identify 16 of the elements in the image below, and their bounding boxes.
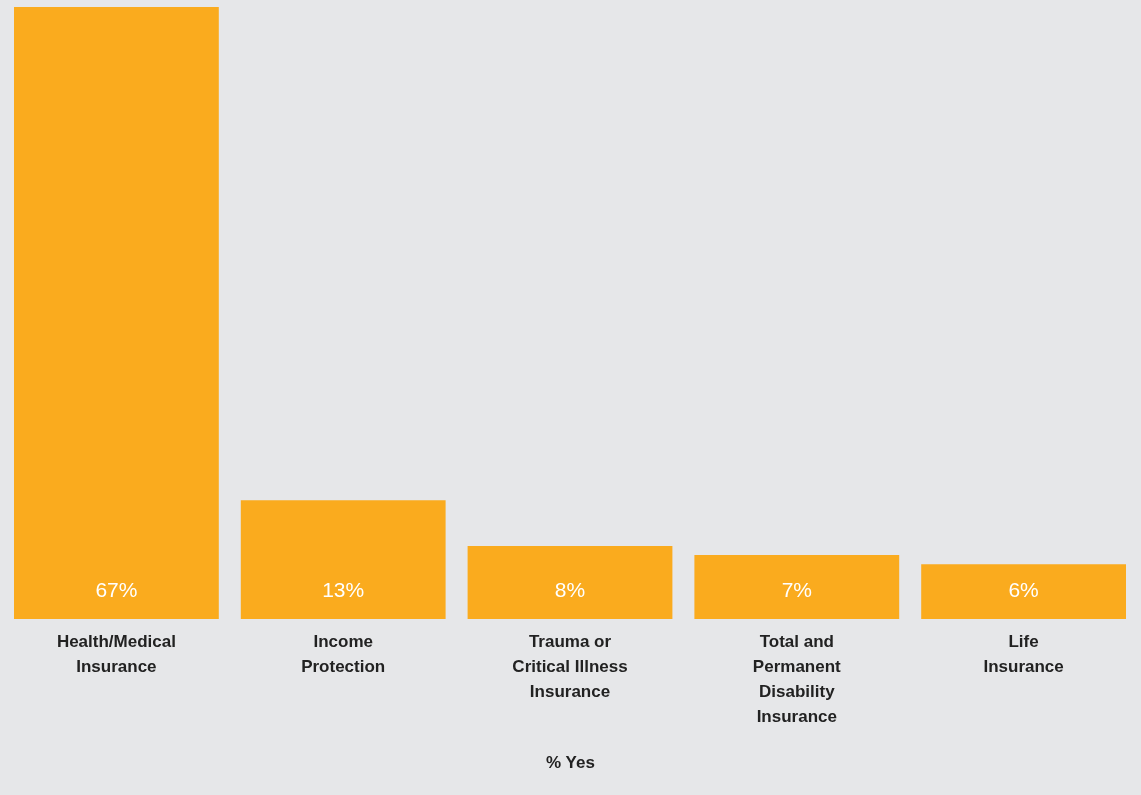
x-axis-title: % Yes xyxy=(546,752,595,772)
bar xyxy=(921,564,1126,619)
bar xyxy=(240,500,446,619)
bar xyxy=(14,7,219,619)
data-label: 6% xyxy=(1008,578,1039,601)
data-label: 67% xyxy=(95,578,138,601)
x-tick-label: Health/Medical Insurance xyxy=(56,631,176,676)
data-label: 13% xyxy=(322,578,365,601)
data-label: 7% xyxy=(781,578,812,601)
x-tick-label: Total and Permanent Disability Insurance xyxy=(752,631,842,726)
bar xyxy=(467,545,673,619)
data-label: 8% xyxy=(554,578,586,601)
x-tick-label: Income Protection xyxy=(301,631,386,676)
x-tick-label: Life Insurance xyxy=(983,631,1064,676)
x-tick-label: Trauma or Critical Illness Insurance xyxy=(512,631,628,701)
bar xyxy=(694,555,900,619)
